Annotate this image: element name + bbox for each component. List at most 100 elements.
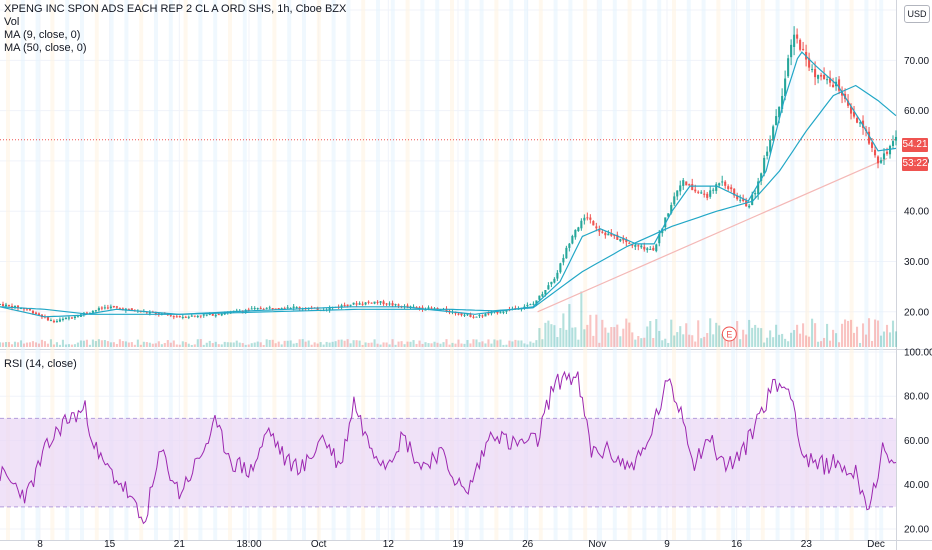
- volume-bar: [481, 341, 484, 347]
- volume-bar: [760, 328, 763, 347]
- candle-body: [295, 307, 298, 309]
- candle-body: [256, 308, 259, 310]
- volume-bar: [646, 326, 649, 347]
- volume-bar: [325, 341, 328, 347]
- currency-button[interactable]: USD: [904, 5, 930, 23]
- candle-body: [885, 151, 889, 154]
- volume-bar: [319, 342, 322, 347]
- volume-bar: [703, 336, 706, 347]
- candle-body: [622, 237, 625, 241]
- candle-body: [271, 308, 274, 310]
- candle-body: [193, 315, 196, 317]
- volume-bar: [879, 335, 883, 347]
- volume-bar: [466, 340, 469, 347]
- volume-bar: [190, 344, 193, 347]
- volume-bar: [873, 319, 877, 347]
- rsi-tick-label: 80.00: [904, 392, 929, 403]
- volume-bar: [370, 342, 373, 347]
- candle-body: [637, 245, 640, 247]
- volume-bar: [553, 325, 556, 347]
- chart-title: XPENG INC SPON ADS EACH REP 2 CL A ORD S…: [4, 3, 347, 15]
- earnings-marker: [721, 326, 737, 342]
- volume-bar: [721, 333, 724, 347]
- volume-bar: [688, 334, 691, 347]
- candle-body: [589, 217, 592, 220]
- session-stripe: [746, 0, 750, 540]
- session-stripe: [834, 0, 839, 540]
- candle-body: [415, 306, 418, 308]
- candle-body: [349, 304, 352, 306]
- volume-bar: [547, 320, 550, 347]
- rsi-legend: RSI (14, close): [4, 358, 77, 371]
- volume-bar: [793, 330, 796, 347]
- volume-bar: [214, 341, 217, 347]
- price-tick-label: 60.00: [904, 106, 929, 117]
- volume-bar: [532, 342, 535, 347]
- volume-bar: [535, 340, 538, 347]
- candle-body: [688, 184, 691, 186]
- time-tick-label: 18:00: [236, 539, 261, 550]
- volume-bar: [820, 341, 823, 347]
- volume-bar: [364, 342, 367, 347]
- candle-body: [388, 303, 391, 305]
- volume-bar: [130, 342, 133, 347]
- volume-bar: [61, 339, 64, 347]
- candle-body: [820, 74, 823, 77]
- volume-bar: [796, 324, 799, 347]
- candle-body: [28, 309, 32, 311]
- session-stripe: [168, 0, 173, 540]
- session-stripe: [331, 0, 336, 540]
- candle-body: [220, 313, 223, 316]
- volume-bar: [331, 341, 334, 347]
- candle-body: [214, 314, 217, 317]
- legend-rsi[interactable]: RSI (14, close): [4, 358, 77, 370]
- candle-body: [49, 320, 52, 322]
- candle-body: [592, 221, 595, 226]
- volume-bar: [133, 344, 136, 347]
- candle-body: [424, 309, 427, 311]
- volume-bar: [835, 333, 838, 347]
- session-stripe: [435, 0, 440, 540]
- candle-body: [721, 181, 724, 183]
- candle-body: [870, 142, 874, 148]
- candle-body: [268, 307, 271, 309]
- legend-ma-9[interactable]: MA (9, close, 0): [4, 29, 81, 41]
- candle-body: [568, 243, 571, 248]
- candle-body: [475, 316, 478, 318]
- session-stripe: [228, 0, 232, 540]
- candle-body: [736, 195, 739, 200]
- candle-body: [13, 305, 17, 308]
- candle-body: [706, 193, 709, 198]
- candle-body: [673, 196, 676, 205]
- candle-body: [376, 301, 379, 303]
- candle-body: [37, 313, 41, 316]
- candle-body: [346, 304, 349, 306]
- volume-bar: [565, 329, 568, 347]
- volume-bar: [598, 342, 601, 347]
- volume-bar: [310, 344, 313, 347]
- candle-body: [499, 312, 502, 314]
- rsi-tick-label: 100.00: [904, 348, 932, 359]
- candle-body: [250, 308, 253, 310]
- candle-body: [298, 307, 301, 309]
- candle-body: [544, 290, 547, 295]
- legend-vol[interactable]: Vol: [4, 16, 20, 28]
- legend-ma-50[interactable]: MA (50, close, 0): [4, 42, 87, 54]
- candle-body: [613, 235, 616, 237]
- candle-body: [187, 316, 190, 318]
- session-shading: [6, 0, 884, 540]
- candle-body: [787, 58, 790, 77]
- volume-bar: [241, 343, 244, 347]
- candle-body: [46, 316, 49, 321]
- volume-bar: [631, 332, 634, 347]
- candle-body: [4, 304, 8, 307]
- volume-bar: [37, 343, 41, 347]
- trendline-layer[interactable]: [537, 157, 888, 313]
- volume-bar: [870, 340, 874, 347]
- candle-body: [553, 278, 556, 283]
- session-stripe: [154, 0, 158, 540]
- volume-bar: [882, 331, 886, 347]
- volume-bar: [112, 342, 115, 347]
- session-stripe: [568, 0, 573, 540]
